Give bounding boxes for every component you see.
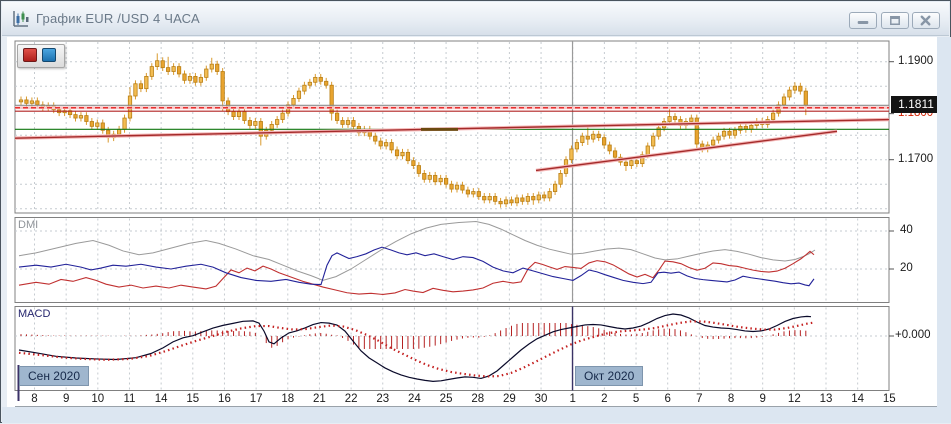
date-label-22: 22 (344, 393, 358, 405)
date-label-8: 8 (727, 393, 735, 405)
date-label-30: 30 (534, 393, 548, 405)
date-label-8: 8 (31, 393, 38, 405)
date-label-28: 28 (471, 393, 485, 405)
mini-toolbar (17, 44, 65, 68)
lower-channel-line (535, 130, 838, 172)
window-right-margin (937, 37, 951, 423)
minimize-button[interactable] (849, 12, 877, 29)
date-label-13: 13 (819, 393, 833, 405)
restore-button[interactable] (881, 12, 909, 29)
date-label-25: 25 (439, 393, 453, 405)
dmi-label-40: 40 (900, 224, 913, 236)
date-label-14: 14 (851, 393, 865, 405)
date-label-17: 17 (249, 393, 263, 405)
month-separator-lines (17, 41, 574, 401)
red-marker-button[interactable] (23, 48, 37, 62)
window-title: График EUR /USD 4 ЧАСА (36, 11, 200, 26)
dmi-panel-label: DMI (18, 219, 39, 231)
date-label-15: 15 (186, 393, 200, 405)
dmi-lines (18, 220, 816, 296)
price-label-1.1700: 1.1700 (898, 152, 934, 165)
date-label-5: 5 (632, 393, 640, 405)
month-label-oct-2020: Окт 2020 (575, 366, 644, 386)
month-label-sep-2020: Сен 2020 (19, 366, 89, 386)
date-label-21: 21 (313, 393, 326, 405)
date-label-2: 2 (601, 393, 608, 405)
date-label-12: 12 (787, 393, 801, 405)
macd-layer (18, 313, 814, 382)
macd-panel-label: MACD (18, 308, 51, 320)
date-label-10: 10 (91, 393, 105, 405)
close-button[interactable] (912, 12, 940, 29)
date-label-29: 29 (502, 393, 516, 405)
panel-frames (14, 40, 937, 407)
date-label-24: 24 (408, 393, 421, 405)
date-label-18: 18 (281, 393, 295, 405)
candlestick-chart-icon (13, 11, 29, 27)
title-bar[interactable]: График EUR /USD 4 ЧАСА (2, 2, 949, 36)
date-label-15: 15 (882, 393, 896, 405)
date-label-11: 11 (123, 393, 136, 405)
window-bottom-margin (2, 407, 951, 423)
date-label-14: 14 (154, 393, 168, 405)
date-label-16: 16 (218, 393, 231, 405)
date-label-9: 9 (62, 393, 70, 405)
date-label-6: 6 (664, 393, 671, 405)
minimize-icon (857, 20, 869, 24)
level-lines[interactable] (14, 104, 890, 173)
dmi-label-20: 20 (900, 262, 913, 274)
date-label-1: 1 (569, 393, 576, 405)
date-label-23: 23 (376, 393, 390, 405)
macd-zero-label: +0.000 (895, 329, 931, 341)
price-label-1.1900: 1.1900 (898, 54, 934, 67)
date-label-9: 9 (759, 393, 766, 405)
close-icon (920, 15, 931, 26)
restore-icon (890, 16, 900, 25)
current-price-tag: 1.1811 (891, 96, 941, 113)
blue-marker-button[interactable] (42, 48, 56, 62)
date-label-7: 7 (696, 393, 703, 405)
